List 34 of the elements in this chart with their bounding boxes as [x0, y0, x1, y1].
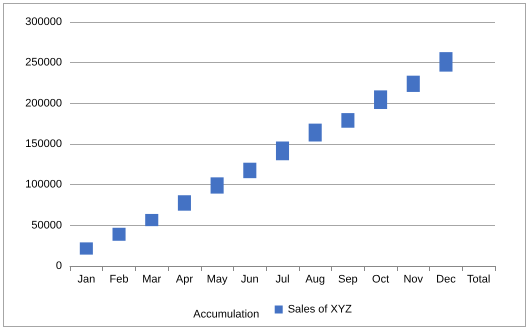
y-tick-label: 0 [56, 260, 62, 272]
bar [341, 113, 354, 128]
x-tick-label: Feb [110, 274, 129, 286]
x-tick-label: Jan [77, 274, 96, 286]
x-tick-label: Jul [275, 274, 290, 286]
x-tick-label: Sep [338, 274, 358, 286]
x-tick-label: Apr [176, 274, 194, 286]
bar [243, 162, 256, 178]
bar [308, 124, 322, 142]
x-tick-label: Dec [436, 274, 456, 286]
y-tick-label: 100000 [25, 178, 62, 191]
x-tick-label: May [206, 274, 228, 286]
y-tick-label: 250000 [25, 56, 62, 69]
bar [276, 142, 290, 160]
y-tick-label: 50000 [31, 219, 62, 232]
x-tick-label: Oct [372, 274, 390, 286]
y-tick-label: 150000 [25, 138, 62, 150]
bar [178, 195, 191, 211]
x-tick-label: Jun [240, 274, 259, 286]
bar [406, 76, 420, 92]
bar [80, 242, 93, 255]
text: Accumulation [193, 308, 260, 320]
x-tick-label: Nov [403, 274, 424, 286]
x-tick-label: Total [467, 274, 490, 286]
bar [374, 90, 388, 110]
bar [112, 228, 126, 241]
legend-label: Sales of XYZ [288, 304, 352, 316]
bar [145, 214, 158, 226]
y-tick-label: 300000 [25, 16, 62, 28]
x-tick-label: Aug [305, 274, 325, 286]
bar [439, 52, 452, 72]
y-tick-label: 200000 [25, 97, 62, 110]
x-tick-label: Mar [142, 274, 162, 286]
bar [210, 177, 224, 194]
